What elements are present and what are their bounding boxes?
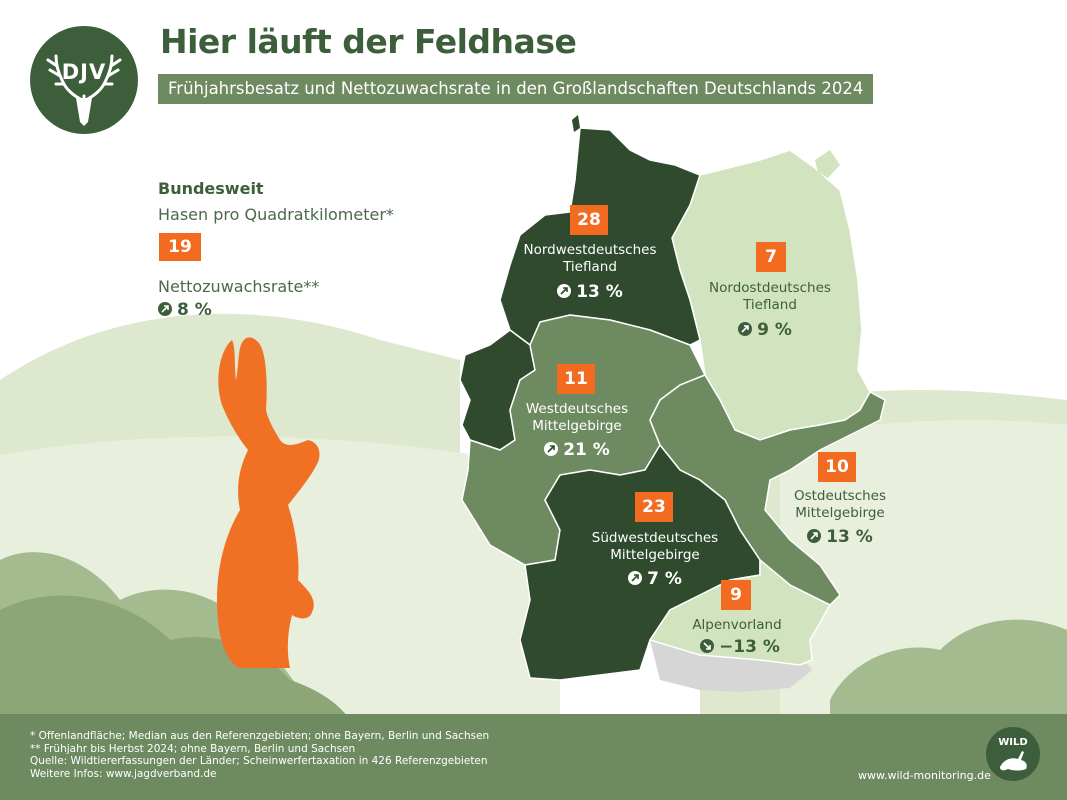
region-nordwest-growth-value: 13 % <box>576 282 623 302</box>
region-west-density: 11 <box>557 364 595 394</box>
region-ost-label: Ostdeutsches Mittelgebirge <box>760 488 920 522</box>
region-nordost-growth-value: 9 % <box>757 320 792 340</box>
wild-logo: WILD <box>986 727 1040 781</box>
region-nordost-label: Nordostdeutsches Tiefland <box>690 280 850 314</box>
region-nordwest-density: 28 <box>570 205 608 235</box>
arrow-up-icon <box>544 442 559 456</box>
logo-text: DJV <box>61 60 107 84</box>
island-north <box>572 115 580 132</box>
region-suedwest-growth: 7 % <box>600 569 710 589</box>
region-alpen-name1: Alpenvorland <box>692 617 782 633</box>
arrow-up-icon <box>738 322 753 336</box>
region-alpen-density: 9 <box>721 580 751 610</box>
region-nordwest-growth: 13 % <box>530 282 650 302</box>
germany-map <box>459 115 886 692</box>
footnote-1: * Offenlandfläche; Median aus den Refere… <box>30 730 490 742</box>
region-west-label: Westdeutsches Mittelgebirge <box>497 401 657 435</box>
region-suedwest-name2: Mittelgebirge <box>610 547 700 563</box>
page-title: Hier läuft der Feldhase <box>160 22 577 61</box>
region-alps-edge <box>650 640 812 692</box>
footer-notes: * Offenlandfläche; Median aus den Refere… <box>30 730 489 780</box>
wild-logo-text: WILD <box>998 737 1028 748</box>
arrow-up-icon <box>628 571 643 585</box>
hare-icon <box>1000 751 1027 771</box>
region-west-growth-value: 21 % <box>563 440 610 460</box>
region-suedwest-growth-value: 7 % <box>647 569 682 589</box>
region-ost-growth: 13 % <box>780 527 900 547</box>
hare-silhouette <box>216 337 320 668</box>
page-subtitle: Frühjahrsbesatz und Nettozuwachsrate in … <box>158 74 874 104</box>
region-ost-name1: Ostdeutsches <box>793 488 887 504</box>
region-nordost-name1: Nordostdeutsches <box>709 280 831 296</box>
region-suedwest-name1: Südwestdeutsches <box>591 530 719 546</box>
footnote-source: Quelle: Wildtiererfassungen der Länder; … <box>30 755 488 767</box>
national-density-label: Hasen pro Quadratkilometer* <box>158 205 394 224</box>
region-nordost-density: 7 <box>756 242 786 272</box>
national-growth-value: 8 % <box>177 300 212 320</box>
region-nordost-name2: Tiefland <box>743 297 797 313</box>
footnote-2: ** Frühjahr bis Herbst 2024; ohne Bayern… <box>30 742 356 755</box>
region-nordwest-name2: Tiefland <box>563 259 617 275</box>
national-heading: Bundesweit <box>158 179 264 198</box>
antler-icon <box>46 54 122 126</box>
region-nordwest-name1: Nordwestdeutsches <box>523 242 657 258</box>
region-west-growth: 21 % <box>517 440 637 460</box>
region-alpen-growth-value: −13 % <box>719 637 780 657</box>
footnote-more-info: Weitere Infos: www.jagdverband.de <box>30 767 217 780</box>
region-alpen-growth: −13 % <box>680 637 800 657</box>
region-west-name1: Westdeutsches <box>525 401 629 417</box>
djv-logo: DJV <box>30 26 138 134</box>
arrow-up-icon <box>158 302 172 316</box>
region-nordwest-label: Nordwestdeutsches Tiefland <box>500 242 680 276</box>
footer-url: www.wild-monitoring.de <box>858 769 991 782</box>
arrow-down-icon <box>700 639 715 653</box>
region-suedwest-label: Südwestdeutsches Mittelgebirge <box>575 530 735 564</box>
bush-left-front <box>0 595 350 720</box>
arrow-up-icon <box>807 529 822 543</box>
region-nordost-growth: 9 % <box>710 320 820 340</box>
island-ruegen <box>815 150 840 178</box>
region-ost-name2: Mittelgebirge <box>795 505 885 521</box>
arrow-up-icon <box>557 284 572 298</box>
region-west-name2: Mittelgebirge <box>532 418 622 434</box>
national-growth-label: Nettozuwachsrate** <box>158 277 320 296</box>
region-ost-growth-value: 13 % <box>826 527 873 547</box>
region-nordwest <box>499 127 701 347</box>
bush-right <box>830 619 1067 720</box>
region-alpen-label: Alpenvorland <box>667 617 807 634</box>
national-growth: 8 % <box>158 300 212 320</box>
national-density-value: 19 <box>159 233 201 261</box>
region-ost-density: 10 <box>818 452 856 482</box>
region-suedwest-density: 23 <box>635 492 673 522</box>
footer-bar <box>0 714 1067 800</box>
